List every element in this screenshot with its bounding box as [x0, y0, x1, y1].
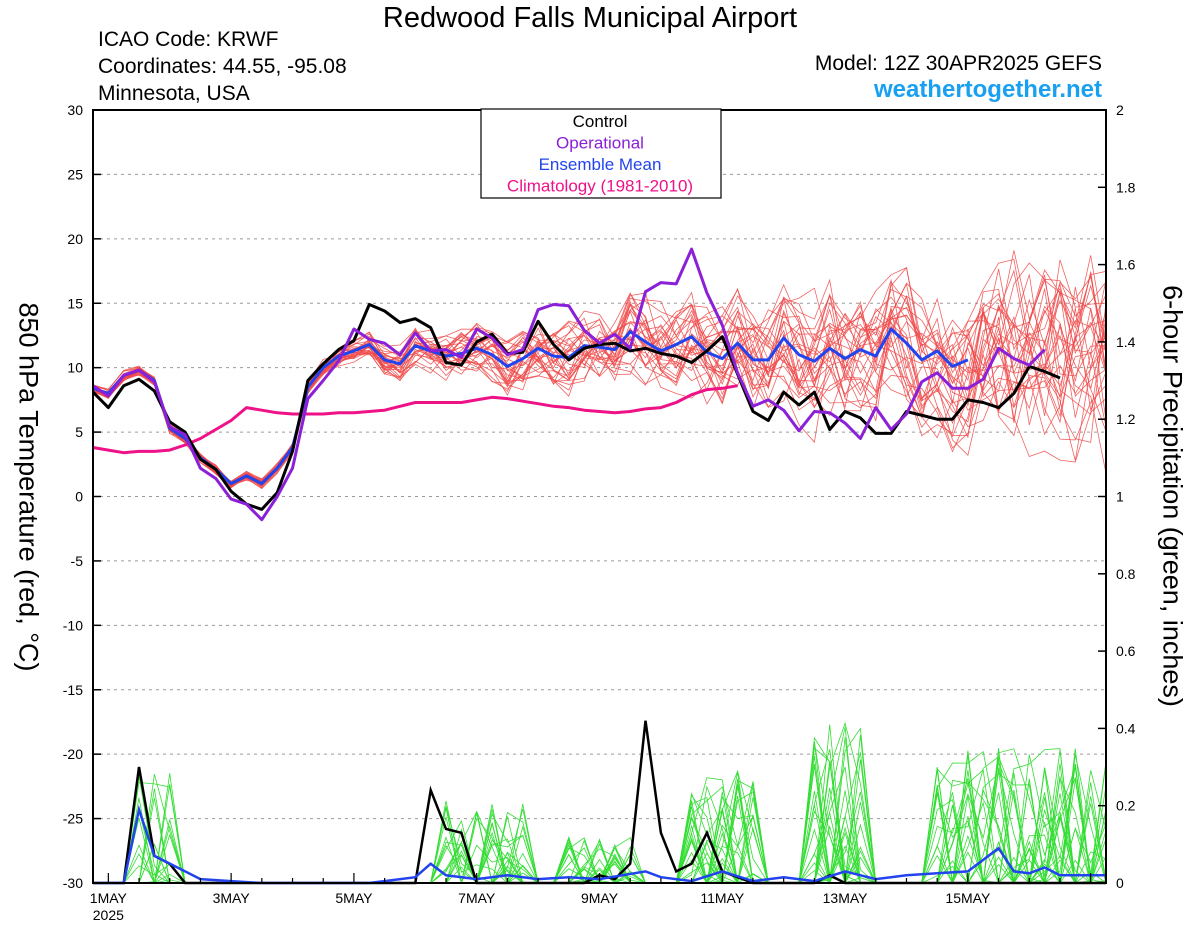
gridlines — [93, 173, 1106, 820]
x-tick-label: 15MAY — [945, 890, 991, 906]
temperature-main-lines — [91, 247, 1061, 522]
temperature-member-line — [92, 259, 1107, 487]
y-axis-label-right: 6-hour Precipitation (green, inches) — [1157, 285, 1188, 707]
x-tick-label: 9MAY — [581, 890, 619, 906]
temperature-ensemble-mean-line — [92, 327, 969, 486]
legend-ensemble-mean: Ensemble Mean — [539, 155, 662, 174]
y-tick-label-right: 0.8 — [1116, 566, 1136, 582]
y-axis-label-left: 850 hPa Temperature (red, °C) — [13, 302, 44, 672]
legend-operational: Operational — [556, 134, 644, 153]
x-tick-label: 7MAY — [458, 890, 496, 906]
precip-member-line — [93, 763, 1107, 884]
y-tick-label-left: -25 — [63, 811, 83, 827]
temperature-member-line — [92, 286, 1107, 485]
y-tick-label-right: 1.2 — [1116, 411, 1136, 427]
site-url[interactable]: weathertogether.net — [873, 76, 1102, 103]
precip-member-line — [93, 767, 1106, 884]
precip-member-line — [93, 763, 1106, 884]
precip-mean-line — [93, 804, 1106, 885]
y-tick-label-right: 1.4 — [1116, 334, 1136, 350]
legend: Control Operational Ensemble Mean Climatolo… — [480, 108, 722, 199]
x-tick-label: 13MAY — [823, 890, 869, 906]
y-tick-label-right: 1.8 — [1116, 179, 1136, 195]
legend-climatology: Climatology (1981-2010) — [507, 177, 693, 196]
y-tick-label-right: 0.6 — [1116, 643, 1136, 659]
left-axis-ticks: 30 25 20 15 10 5 0 -5 -10 -15 -20 -25 -30 — [63, 102, 101, 891]
x-tick-label: 5MAY — [335, 890, 373, 906]
y-tick-label-right: 1 — [1116, 489, 1124, 505]
temperature-member-lines — [92, 250, 1107, 490]
temperature-member-line — [92, 259, 1107, 486]
temperature-member-line — [92, 284, 1107, 487]
precip-member-line — [93, 736, 1107, 885]
x-tick-label: 11MAY — [700, 890, 744, 906]
x-tick-label: 3MAY — [213, 890, 251, 906]
precip-member-line — [93, 755, 1107, 884]
x-tick-label: 1MAY — [90, 890, 128, 906]
model-run: Model: 12Z 30APR2025 GEFS — [814, 52, 1102, 75]
y-tick-label-right: 0 — [1116, 875, 1124, 891]
y-tick-label-left: -20 — [63, 746, 83, 762]
temperature-member-line — [92, 297, 1107, 485]
y-tick-label-left: 15 — [67, 295, 83, 311]
y-tick-label-left: 5 — [75, 424, 83, 440]
region: Minnesota, USA — [98, 82, 250, 105]
y-tick-label-left: -30 — [63, 875, 83, 891]
y-tick-label-left: 20 — [67, 231, 83, 247]
temperature-climatology-1981-2010-line — [92, 384, 738, 455]
temperature-member-line — [92, 250, 1107, 485]
y-tick-label-left: 30 — [67, 102, 83, 118]
temperature-member-line — [92, 287, 1107, 485]
precip-member-lines — [93, 721, 1107, 885]
y-tick-label-left: -10 — [63, 617, 83, 633]
precip-member-line — [93, 767, 1106, 885]
x-tick-sublabel: 2025 — [93, 907, 124, 923]
y-tick-label-left: 25 — [67, 166, 83, 182]
temperature-member-line — [92, 274, 1107, 482]
y-tick-label-left: -5 — [71, 553, 84, 569]
y-tick-label-right: 0.4 — [1116, 720, 1136, 736]
y-tick-label-left: 10 — [67, 360, 83, 376]
precip-member-line — [93, 764, 1107, 884]
icao-code: ICAO Code: KRWF — [98, 28, 279, 51]
legend-box — [480, 108, 722, 199]
temperature-member-line — [92, 278, 1107, 487]
y-tick-label-right: 0.2 — [1116, 798, 1136, 814]
temperature-operational-line — [92, 247, 1046, 522]
y-tick-label-left: -15 — [63, 682, 83, 698]
y-tick-label-left: 0 — [75, 489, 83, 505]
temperature-member-line — [92, 301, 1107, 483]
precip-member-line — [93, 764, 1106, 885]
y-tick-label-right: 2 — [1116, 102, 1124, 118]
precip-main-lines — [93, 720, 1106, 885]
right-axis-ticks: 2 1.8 1.6 1.4 1.2 1 0.8 0.6 0.4 0.2 0 — [1098, 102, 1136, 891]
precip-member-line — [93, 769, 1107, 885]
coordinates: Coordinates: 44.55, -95.08 — [98, 55, 347, 78]
page-title: Redwood Falls Municipal Airport — [382, 2, 798, 34]
y-tick-label-right: 1.6 — [1116, 257, 1136, 273]
legend-control: Control — [573, 112, 628, 131]
